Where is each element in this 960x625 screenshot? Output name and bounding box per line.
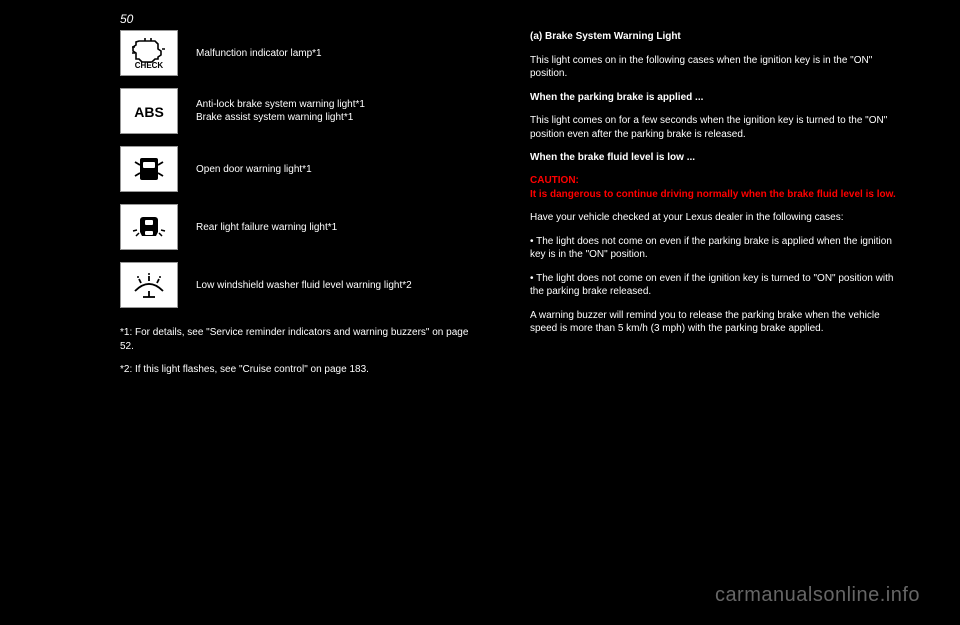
check-engine-label: Malfunction indicator lamp*1 <box>196 47 322 60</box>
caution-label: CAUTION: <box>530 175 900 186</box>
bullet-a1: When the parking brake is applied ... <box>530 91 900 105</box>
washer-fluid-label: Low windshield washer fluid level warnin… <box>196 279 412 292</box>
caution-body: It is dangerous to continue driving norm… <box>530 188 900 202</box>
footnote-2: *2: If this light flashes, see "Cruise c… <box>120 363 480 377</box>
icon-row-washer: Low windshield washer fluid level warnin… <box>120 262 480 308</box>
watermark: carmanualsonline.info <box>715 584 920 607</box>
bullet-a1-body: This light comes on for a few seconds wh… <box>530 114 900 141</box>
left-column: CHECK Malfunction indicator lamp*1 ABS A… <box>120 30 480 387</box>
footnote-1: *1: For details, see "Service reminder i… <box>120 326 480 353</box>
rear-light-label: Rear light failure warning light*1 <box>196 221 337 234</box>
door-open-icon <box>120 146 178 192</box>
list-item-2: • The light does not come on even if the… <box>530 272 900 299</box>
check-engine-icon: CHECK <box>120 30 178 76</box>
bullet-a1-lead: When the parking brake is applied ... <box>530 92 703 103</box>
bullet-a2: When the brake fluid level is low ... <box>530 151 900 165</box>
washer-fluid-icon <box>120 262 178 308</box>
icon-row-check-engine: CHECK Malfunction indicator lamp*1 <box>120 30 480 76</box>
door-open-label: Open door warning light*1 <box>196 163 312 176</box>
abs-icon: ABS <box>120 88 178 134</box>
page-content: CHECK Malfunction indicator lamp*1 ABS A… <box>0 0 960 407</box>
para-a2: Have your vehicle checked at your Lexus … <box>530 211 900 225</box>
list-item-1-text: The light does not come on even if the p… <box>530 236 892 261</box>
icon-row-abs: ABS Anti-lock brake system warning light… <box>120 88 480 134</box>
icon-row-rear-light: Rear light failure warning light*1 <box>120 204 480 250</box>
bullet-a2-lead: When the brake fluid level is low ... <box>530 152 695 163</box>
para-a3: A warning buzzer will remind you to rele… <box>530 309 900 336</box>
heading-a: (a) Brake System Warning Light <box>530 30 900 44</box>
para-a1: This light comes on in the following cas… <box>530 54 900 81</box>
abs-label: Anti-lock brake system warning light*1 B… <box>196 98 365 124</box>
list-item-1: • The light does not come on even if the… <box>530 235 900 262</box>
abs-text: ABS <box>134 104 164 120</box>
abs-label-line1: Anti-lock brake system warning light*1 <box>196 98 365 111</box>
right-column: (a) Brake System Warning Light This ligh… <box>530 30 900 387</box>
check-text: CHECK <box>135 61 164 70</box>
page-number: 50 <box>120 12 133 26</box>
icon-row-door: Open door warning light*1 <box>120 146 480 192</box>
rear-light-icon <box>120 204 178 250</box>
list-item-2-text: The light does not come on even if the i… <box>530 273 893 298</box>
abs-label-line2: Brake assist system warning light*1 <box>196 111 365 124</box>
